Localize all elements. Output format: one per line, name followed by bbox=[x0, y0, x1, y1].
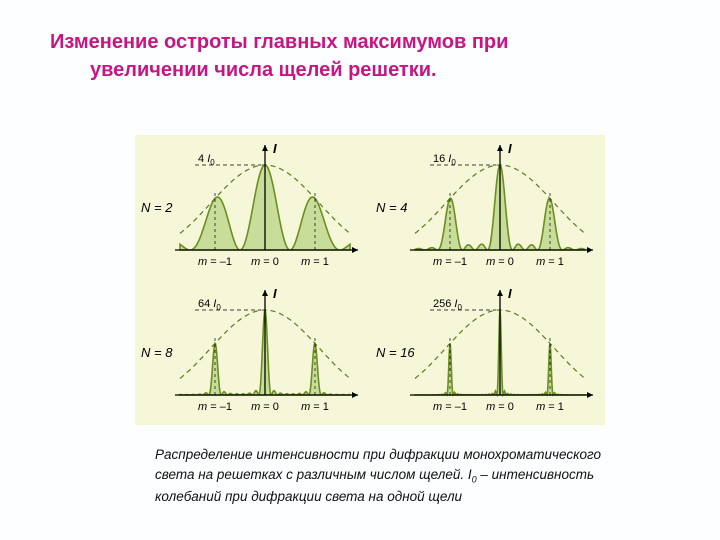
x-axis-arrow bbox=[587, 247, 593, 253]
y-axis-arrow bbox=[262, 145, 268, 151]
title-line-1: Изменение остроты главных максимумов при bbox=[50, 31, 508, 53]
m-1-label: m = 1 bbox=[536, 401, 564, 413]
y-axis-arrow bbox=[497, 145, 503, 151]
caption-l2b: – интенсивность bbox=[477, 467, 594, 482]
y-axis-arrow bbox=[262, 290, 268, 296]
m-1-label: m = 1 bbox=[301, 256, 329, 268]
m-0-label: m = 0 bbox=[251, 256, 279, 268]
panel-n2: I 4 I0 N = 2 m = –1 m = 0 m = 1 bbox=[135, 135, 370, 280]
m-0-label: m = 0 bbox=[251, 401, 279, 413]
axis-label-i: I bbox=[508, 286, 512, 301]
caption: Распределение интенсивности при дифракци… bbox=[155, 445, 635, 508]
n-label: N = 16 bbox=[376, 345, 415, 360]
y-axis-arrow bbox=[497, 290, 503, 296]
caption-l3: колебаний при дифракции света на одной щ… bbox=[155, 489, 462, 504]
caption-l2a: света на решетках с различным числом щел… bbox=[155, 467, 464, 482]
panel-n16: I 256 I0 N = 16 m = –1 m = 0 m = 1 bbox=[370, 280, 605, 425]
n-label: N = 4 bbox=[376, 200, 407, 215]
n-label: N = 2 bbox=[141, 200, 173, 215]
m-neg1-label: m = –1 bbox=[433, 256, 467, 268]
m-1-label: m = 1 bbox=[536, 256, 564, 268]
page-title: Изменение остроты главных максимумов при… bbox=[0, 0, 720, 94]
m-neg1-label: m = –1 bbox=[198, 256, 232, 268]
x-axis-arrow bbox=[352, 392, 358, 398]
m-neg1-label: m = –1 bbox=[433, 401, 467, 413]
peak-label: 256 I0 bbox=[433, 298, 462, 312]
peak-label: 16 I0 bbox=[433, 153, 456, 167]
m-0-label: m = 0 bbox=[486, 256, 514, 268]
m-0-label: m = 0 bbox=[486, 401, 514, 413]
n-label: N = 8 bbox=[141, 345, 173, 360]
caption-i0-i: I bbox=[464, 467, 472, 482]
panel-n4: I 16 I0 N = 4 m = –1 m = 0 m = 1 bbox=[370, 135, 605, 280]
panel-n8: I 64 I0 N = 8 m = –1 m = 0 m = 1 bbox=[135, 280, 370, 425]
m-1-label: m = 1 bbox=[301, 401, 329, 413]
title-line-2: увеличении числа щелей решетки. bbox=[50, 59, 437, 81]
caption-l1: Распределение интенсивности при дифракци… bbox=[155, 447, 601, 462]
x-axis-arrow bbox=[587, 392, 593, 398]
peak-label: 64 I0 bbox=[198, 298, 221, 312]
axis-label-i: I bbox=[273, 141, 277, 156]
m-neg1-label: m = –1 bbox=[198, 401, 232, 413]
axis-label-i: I bbox=[508, 141, 512, 156]
x-axis-arrow bbox=[352, 247, 358, 253]
diagram-grid: I 4 I0 N = 2 m = –1 m = 0 m = 1 I 16 I0 … bbox=[135, 135, 605, 425]
axis-label-i: I bbox=[273, 286, 277, 301]
peak-label: 4 I0 bbox=[198, 153, 215, 167]
